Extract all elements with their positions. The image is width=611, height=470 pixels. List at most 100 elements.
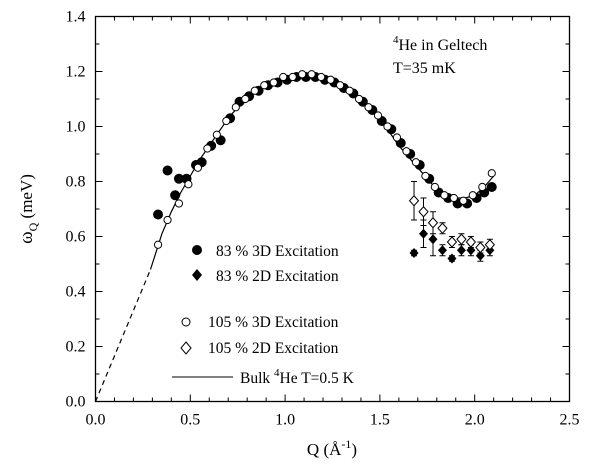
- point-105-3d: [459, 196, 468, 205]
- point-83-3d: [173, 173, 184, 184]
- point-105-3d: [430, 182, 439, 192]
- point-83-3d: [153, 209, 164, 220]
- y-tick-label: 1.4: [66, 9, 86, 26]
- legend-label-bulk-superscript: 4: [274, 367, 280, 379]
- legend-entry-bulk: Bulk 4He T=0.5 K: [172, 367, 355, 387]
- annotation-line-2: T=35 mK: [393, 60, 456, 77]
- x-axis-title-main: Q (Å: [307, 440, 342, 459]
- point-83-2d: [456, 245, 466, 256]
- x-tick-labels: 0.0 0.5 1.0 1.5 2.0 2.5: [86, 412, 580, 429]
- legend-label-83-2d: 83 % 2D Excitation: [216, 268, 339, 285]
- data-markers: [153, 70, 497, 264]
- point-105-2d: [437, 222, 448, 234]
- point-105-3d: [307, 70, 316, 79]
- point-105-3d: [335, 81, 345, 90]
- point-83-2d: [419, 228, 429, 239]
- x-tick-label: 2.5: [560, 412, 580, 429]
- legend-entry-83-2d: 83 % 2D Excitation: [192, 268, 339, 285]
- point-105-3d: [449, 193, 458, 203]
- point-105-3d: [212, 130, 221, 139]
- legend-entry-83-3d: 83 % 3D Excitation: [192, 243, 339, 260]
- legend-marker-filled-diamond: [192, 269, 202, 281]
- low-q-extrapolation-dashed: [94, 269, 152, 402]
- point-105-3d: [383, 122, 392, 131]
- point-83-2d: [428, 234, 438, 245]
- point-105-2d: [446, 236, 458, 248]
- point-83-2d: [475, 250, 485, 261]
- point-105-3d: [373, 111, 383, 120]
- point-105-3d: [241, 94, 250, 104]
- point-105-3d: [184, 180, 193, 189]
- point-105-3d: [345, 86, 354, 95]
- legend: 83 % 3D Excitation 83 % 2D Excitation 10…: [172, 243, 355, 387]
- y-axis-title: ωQ (meV): [16, 174, 40, 244]
- point-105-3d: [402, 147, 411, 156]
- x-tick-label: 1.0: [275, 412, 295, 429]
- point-105-3d: [250, 86, 259, 95]
- point-105-3d: [203, 144, 212, 153]
- legend-marker-filled-circle: [192, 245, 202, 255]
- point-105-3d: [269, 78, 278, 87]
- x-axis-title-close: ): [351, 440, 357, 459]
- point-105-3d: [298, 70, 307, 79]
- legend-entry-105-3d: 105 % 3D Excitation: [181, 314, 339, 331]
- point-105-3d: [326, 75, 335, 84]
- y-axis-title-unit: (meV): [17, 174, 36, 223]
- y-tick-label: 1.2: [66, 64, 86, 81]
- legend-label-bulk-rest: He T=0.5 K: [280, 370, 355, 387]
- point-105-3d: [231, 103, 240, 112]
- x-tick-label: 0.5: [180, 412, 200, 429]
- annotation-sample: He in Geltech: [399, 37, 488, 54]
- point-105-2d: [427, 217, 439, 229]
- annotation-superscript: 4: [393, 34, 399, 46]
- point-83-3d: [162, 165, 173, 176]
- point-83-2d: [447, 253, 457, 264]
- bulk-he-curve: [149, 73, 495, 270]
- axis-ticks: [95, 16, 570, 402]
- x-axis-title: Q (Å-1): [307, 437, 357, 459]
- legend-label-bulk-prefix: Bulk: [240, 370, 274, 387]
- x-axis-title-exponent: -1: [341, 437, 351, 451]
- legend-marker-open-circle: [181, 317, 191, 327]
- y-tick-label: 0.0: [66, 394, 86, 411]
- legend-label-bulk: Bulk 4He T=0.5 K: [240, 367, 355, 387]
- point-105-2d: [475, 241, 486, 254]
- point-105-3d: [421, 171, 430, 181]
- legend-entry-105-2d: 105 % 2D Excitation: [180, 340, 339, 357]
- point-83-2d: [437, 245, 447, 256]
- point-83-2d: [466, 245, 476, 256]
- y-tick-label: 0.8: [66, 174, 86, 191]
- point-105-3d: [411, 158, 421, 167]
- point-105-3d: [440, 191, 449, 200]
- point-105-3d: [222, 116, 231, 126]
- point-105-2d: [418, 206, 429, 218]
- point-105-2d: [484, 239, 496, 251]
- x-tick-label: 1.5: [370, 412, 390, 429]
- y-tick-label: 0.6: [66, 229, 86, 246]
- y-axis-title-subscript: Q: [26, 222, 40, 231]
- point-105-2d: [456, 233, 467, 245]
- x-tick-label: 2.0: [465, 412, 485, 429]
- point-105-3d: [364, 103, 373, 112]
- x-tick-label: 0.0: [86, 412, 106, 429]
- legend-label-105-3d: 105 % 3D Excitation: [208, 314, 339, 331]
- point-83-3d: [170, 190, 181, 201]
- point-105-3d: [163, 215, 172, 225]
- y-tick-label: 0.4: [66, 284, 86, 301]
- point-105-3d: [317, 72, 326, 82]
- y-tick-labels: 0.0 0.2 0.4 0.6 0.8 1.0 1.2 1.4: [66, 9, 86, 411]
- legend-label-83-3d: 83 % 3D Excitation: [216, 243, 339, 260]
- annotation-line-1: 4He in Geltech: [393, 34, 487, 54]
- point-105-3d: [193, 163, 202, 172]
- point-105-3d: [487, 169, 496, 178]
- point-105-3d: [279, 72, 288, 82]
- point-105-3d: [260, 81, 269, 90]
- point-105-3d: [288, 72, 297, 82]
- point-105-3d: [153, 240, 163, 249]
- legend-label-105-2d: 105 % 2D Excitation: [208, 340, 339, 357]
- point-105-3d: [174, 199, 184, 208]
- point-105-3d: [468, 191, 477, 200]
- point-105-2d: [465, 236, 477, 248]
- point-83-3d: [486, 182, 497, 192]
